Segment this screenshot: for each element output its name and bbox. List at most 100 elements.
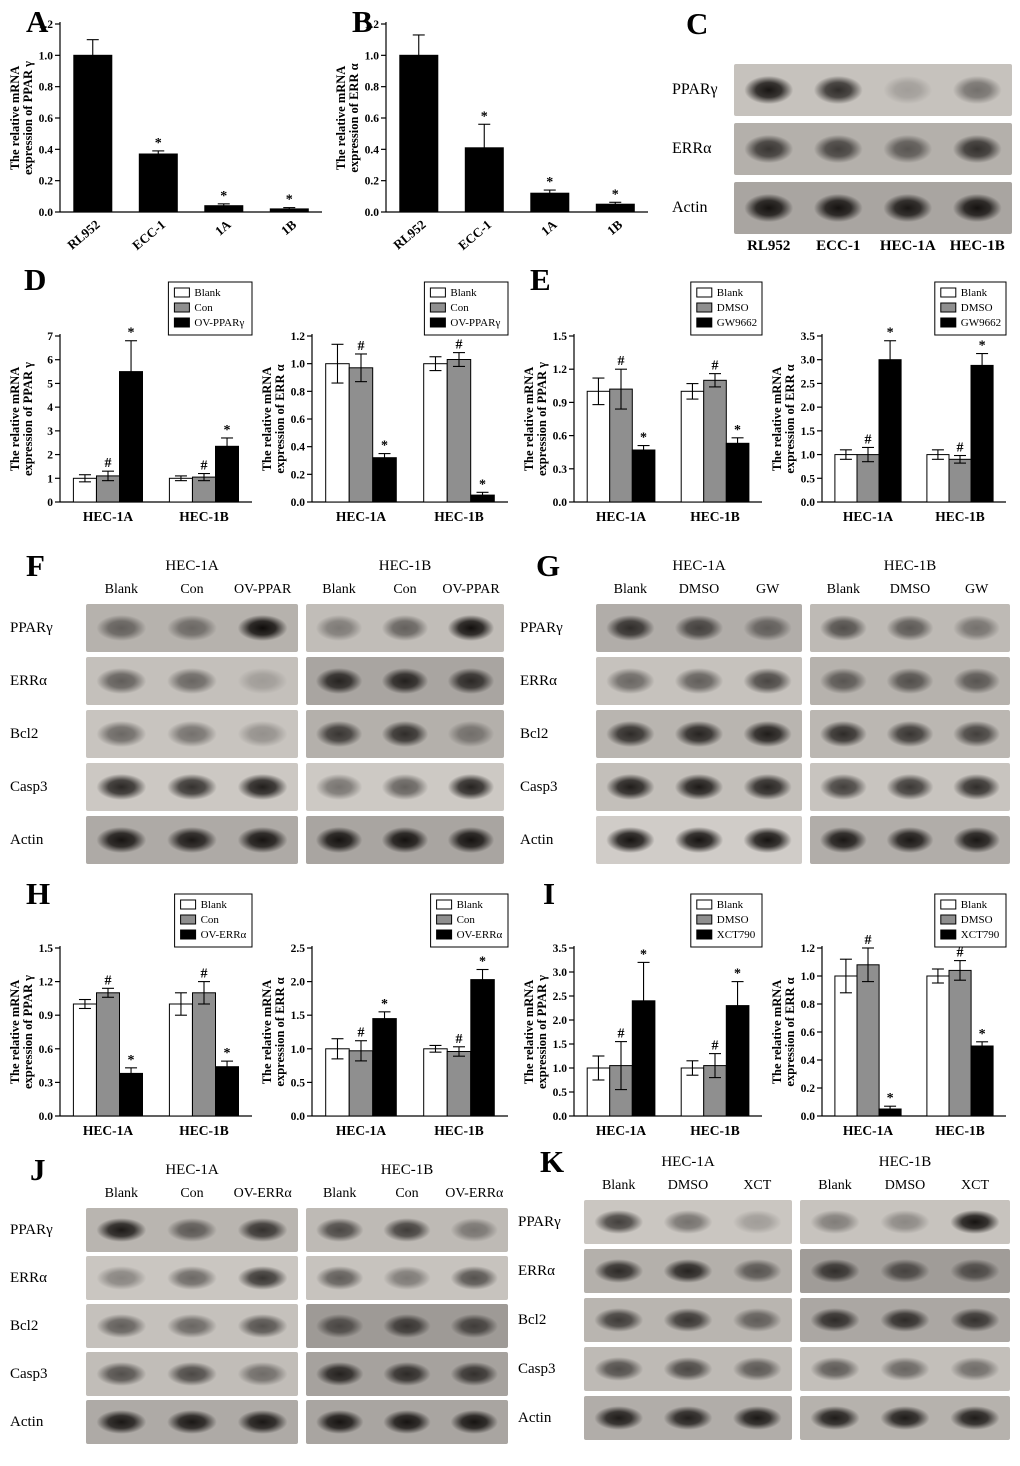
blot-protein-label: PPARγ — [10, 1221, 53, 1238]
y-tick-label: 1.0 — [553, 1063, 568, 1075]
y-tick-label: 0.3 — [39, 1077, 54, 1089]
significance-mark: # — [957, 441, 964, 456]
x-tick-label: HEC-1B — [179, 1123, 229, 1138]
x-tick-label: HEC-1A — [336, 1123, 387, 1138]
significance-mark: # — [957, 946, 964, 961]
lane-label: Blank — [104, 1186, 139, 1201]
y-tick-label: 5 — [47, 378, 53, 390]
lane-label: GW — [965, 582, 989, 597]
blot-strip — [306, 1304, 508, 1348]
chart-svg-I2: 0.0 0.2 0.4 0.6 0.8 1.0 1.2 The relative mRNA ex… — [770, 893, 1007, 1138]
blot-strip — [584, 1396, 792, 1440]
blot-strip — [86, 1400, 298, 1444]
blot-strip — [800, 1298, 1010, 1342]
y-axis-label: The relative mRNA — [8, 367, 22, 472]
y-tick-label: 0.2 — [801, 1083, 816, 1095]
legend-swatch — [429, 302, 446, 313]
lane-label: Blank — [104, 582, 139, 597]
y-axis-label: The relative mRNA — [522, 980, 536, 1085]
legend-label: Blank — [194, 287, 221, 299]
lane-label: RL952 — [747, 238, 791, 254]
y-tick-label: 0.8 — [801, 999, 816, 1011]
y-axis-label: expression of PPAR γ — [21, 61, 35, 175]
y-tick-label: 3.0 — [801, 355, 816, 367]
significance-mark: * — [979, 339, 986, 354]
x-tick-label: HEC-1A — [843, 1123, 894, 1138]
lane-labels-row: Blank Con OV-ERRα — [306, 1182, 508, 1208]
y-tick-label: 0.0 — [291, 1111, 306, 1123]
blot-strip — [810, 657, 1010, 705]
legend-swatch — [940, 317, 957, 328]
blot-strip — [86, 1352, 298, 1396]
blot-strip — [596, 657, 802, 705]
legend-swatch — [429, 287, 446, 298]
legend-label: XCT790 — [717, 929, 756, 941]
blot-strip — [86, 710, 298, 758]
significance-mark: * — [979, 1027, 986, 1042]
lane-label: Con — [393, 582, 417, 597]
panel-label-f: F — [26, 548, 45, 583]
bar — [215, 1066, 239, 1117]
cell-line-title: HEC-1B — [883, 558, 937, 574]
panel-h-chart-ppar: 0.0 0.3 0.6 0.9 1.2 1.5 The relative mRNA expre… — [8, 892, 260, 1146]
blot-protein-label: Bcl2 — [520, 725, 549, 742]
chart-svg-D2: 0.0 0.2 0.4 0.6 0.8 1.0 1.2 The relative mRNA ex… — [260, 281, 509, 524]
x-tick-label: 1B — [604, 217, 626, 238]
blot-strip — [734, 64, 1012, 116]
significance-mark: * — [128, 1053, 135, 1068]
x-tick-label: HEC-1B — [935, 1123, 985, 1138]
legend-swatch — [696, 899, 713, 910]
y-tick-label: 2.0 — [291, 977, 306, 989]
panel-f-blot: PPARγ ERRα Bcl2 Casp3 Actin HEC-1A Blank Con OV-… — [6, 556, 508, 866]
bar — [680, 390, 705, 503]
y-axis-label: expression of ERR α — [783, 364, 797, 473]
y-axis-label: expression of ERR α — [783, 977, 797, 1086]
blot-protein-label: Casp3 — [518, 1360, 556, 1377]
panel-e-chart-ppar: 0.0 0.3 0.6 0.9 1.2 1.5 The relative mRNA expre… — [522, 280, 770, 532]
blot-strip — [800, 1396, 1010, 1440]
lane-label: Blank — [601, 1178, 636, 1193]
cell-line-title: HEC-1A — [165, 558, 219, 574]
blot-strip — [86, 1208, 298, 1252]
blot-group: HEC-1B Blank DMSO XCT — [800, 1152, 1010, 1440]
lane-label: Con — [180, 582, 204, 597]
lane-labels-row: RL952 ECC-1 HEC-1A HEC-1B — [734, 234, 1012, 260]
legend-label: GW9662 — [717, 317, 757, 329]
significance-mark: # — [712, 1039, 719, 1054]
blot-strip — [86, 1256, 298, 1300]
bar — [470, 979, 495, 1117]
blot-group: RL952 ECC-1 HEC-1A HEC-1B — [734, 64, 1012, 260]
y-tick-label: 1.0 — [801, 450, 816, 462]
significance-mark: * — [734, 967, 741, 982]
significance-mark: # — [201, 967, 208, 982]
x-tick-label: HEC-1B — [935, 509, 985, 524]
blot-protein-label: Casp3 — [520, 778, 558, 795]
panel-d-chart-ppar: 0 1 2 3 4 5 6 7 The relative mRNA expression of P… — [8, 280, 260, 532]
y-tick-label: 7 — [47, 331, 53, 343]
y-tick-label: 0.8 — [365, 82, 380, 94]
significance-mark: # — [456, 1032, 463, 1047]
y-tick-label: 0.6 — [801, 1027, 816, 1039]
significance-mark: # — [105, 973, 112, 988]
blot-strip — [596, 816, 802, 864]
chart-svg-H2: 0.0 0.5 1.0 1.5 2.0 2.5 The relative mRNA expre… — [260, 893, 509, 1138]
significance-mark: # — [712, 359, 719, 374]
blot-protein-label: PPARγ — [672, 81, 718, 98]
legend-label: DMSO — [717, 914, 749, 926]
legend-swatch — [436, 929, 453, 940]
legend-label: OV-ERRα — [201, 929, 247, 941]
lane-label: HEC-1B — [949, 238, 1005, 254]
chart-svg-E2: 0.0 0.5 1.0 1.5 2.0 2.5 3.0 3.5 The relative mRN… — [770, 281, 1007, 524]
significance-mark: # — [358, 339, 365, 354]
significance-mark: # — [456, 338, 463, 353]
significance-mark: * — [381, 439, 388, 454]
cell-line-title: HEC-1A — [672, 558, 726, 574]
y-tick-label: 1.0 — [291, 1044, 306, 1056]
spacer — [6, 1160, 86, 1208]
y-axis-label: The relative mRNA — [770, 980, 784, 1085]
x-tick-label: ECC-1 — [455, 217, 494, 253]
blot-row-labels: PPARγ ERRα Bcl2 Casp3 Actin — [6, 556, 86, 864]
significance-mark: * — [128, 326, 135, 341]
x-tick-label: HEC-1B — [690, 509, 740, 524]
significance-mark: * — [286, 193, 293, 208]
